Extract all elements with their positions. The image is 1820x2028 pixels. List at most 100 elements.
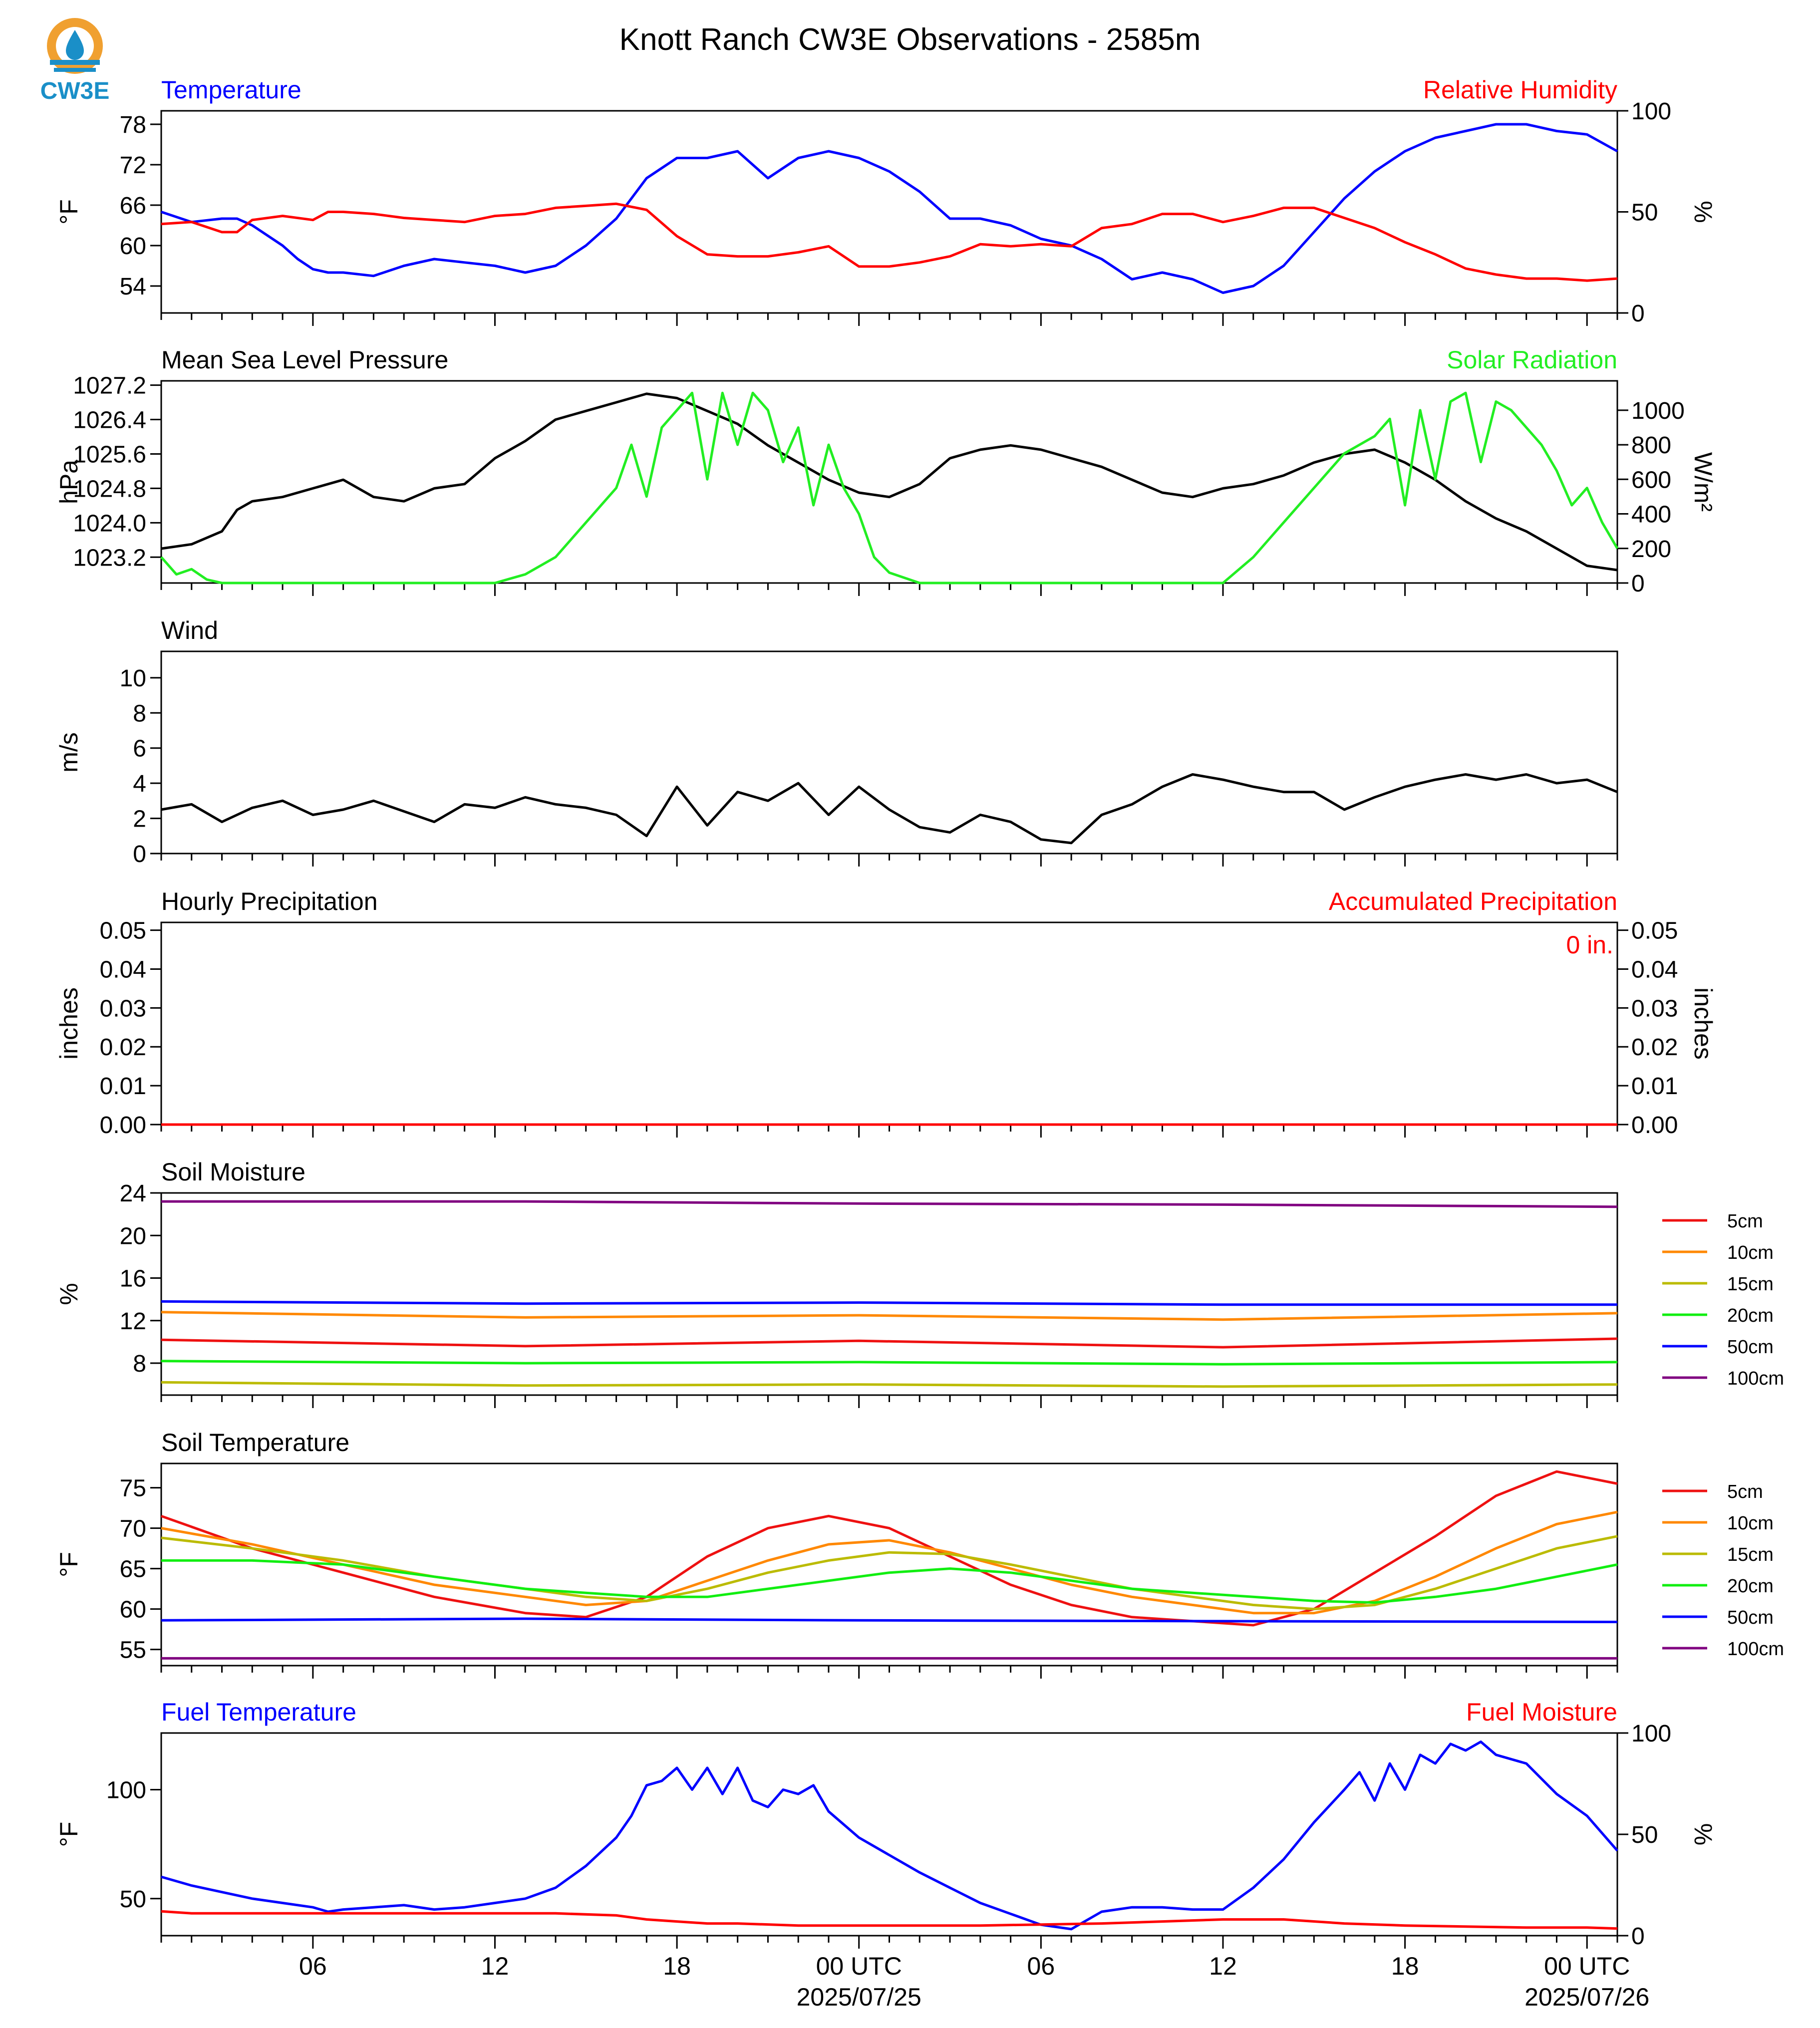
panel-title-left: Mean Sea Level Pressure xyxy=(161,346,448,374)
y-tick-label: 60 xyxy=(120,233,146,260)
figure-title: Knott Ranch CW3E Observations - 2585m xyxy=(619,22,1201,57)
x-tick-label: 18 xyxy=(663,1952,691,1980)
y-tick-label: 72 xyxy=(120,152,146,179)
panel-title-right: Relative Humidity xyxy=(1423,76,1617,104)
y-tick-label: 8 xyxy=(133,700,146,727)
series-line xyxy=(161,1311,1618,1321)
panels: Temperature Relative Humidity7872666054°F… xyxy=(55,76,1784,1950)
y-tick-label: 75 xyxy=(120,1475,146,1502)
legend-label: 15cm xyxy=(1727,1544,1774,1565)
legend-label: 50cm xyxy=(1727,1337,1774,1358)
plot-frame xyxy=(160,921,1618,1126)
y-tick-label: 1023.2 xyxy=(73,545,146,571)
y2-tick-label: 0.05 xyxy=(1631,918,1678,944)
y-tick-label: 20 xyxy=(120,1223,146,1249)
y-tick-label: 2 xyxy=(133,806,146,833)
y-tick-label: 1026.4 xyxy=(73,407,146,434)
panel-title-left: Soil Moisture xyxy=(161,1158,305,1186)
y2-tick-label: 0.01 xyxy=(1631,1073,1678,1100)
series-line xyxy=(161,392,1618,572)
y-axis-label: °F xyxy=(55,1552,83,1577)
cw3e-logo: CW3E xyxy=(40,18,109,104)
series-line xyxy=(161,773,1618,845)
panel-title-left: Temperature xyxy=(161,76,302,104)
plot-frame xyxy=(160,650,1618,855)
y-tick-label: 100 xyxy=(106,1777,146,1804)
series-line xyxy=(161,1740,1618,1931)
x-tick-label: 06 xyxy=(1027,1952,1055,1980)
y2-axis-label: % xyxy=(1689,201,1717,223)
series-line xyxy=(161,1200,1618,1208)
y2-tick-label: 100 xyxy=(1631,98,1671,125)
y2-tick-label: 0.03 xyxy=(1631,995,1678,1022)
legend-label: 10cm xyxy=(1727,1513,1774,1534)
y-axis-label: % xyxy=(55,1283,83,1305)
y-tick-label: 0.05 xyxy=(100,918,146,944)
y2-axis-label: % xyxy=(1689,1823,1717,1845)
x-date-label: 2025/07/25 xyxy=(797,1983,921,2011)
panel-soil-moisture: Soil Moisture 24 20 16 12 8% 5cm 10cm 15cm 20cm 50… xyxy=(55,1158,1784,1408)
y-tick-label: 78 xyxy=(120,112,146,138)
y-tick-label: 0 xyxy=(133,841,146,868)
series-line xyxy=(161,1470,1618,1627)
y-tick-label: 16 xyxy=(120,1266,146,1292)
panel-title-left: Fuel Temperature xyxy=(161,1698,356,1726)
panel-title-left: Wind xyxy=(161,616,218,644)
series-line xyxy=(161,1910,1618,1930)
legend-label: 100cm xyxy=(1727,1639,1784,1660)
y-tick-label: 0.02 xyxy=(100,1034,146,1061)
y-tick-label: 0.00 xyxy=(100,1112,146,1139)
logo-drop-icon xyxy=(66,30,84,60)
panel-annotation: 0 in. xyxy=(1566,931,1613,959)
y2-tick-label: 100 xyxy=(1631,1721,1671,1747)
panel-precipitation: Hourly Precipitation Accumulated Precipit… xyxy=(55,887,1717,1139)
y2-tick-label: 0.00 xyxy=(1631,1112,1678,1139)
series-line xyxy=(161,1300,1617,1306)
y-tick-label: 0.04 xyxy=(100,956,146,983)
y-tick-label: 24 xyxy=(120,1180,146,1207)
series-line xyxy=(161,1337,1618,1349)
plot-frame xyxy=(160,380,1618,584)
series-line xyxy=(160,391,1619,584)
y-axis-label: inches xyxy=(55,987,83,1060)
y-axis-label: m/s xyxy=(55,732,83,773)
series-line xyxy=(161,1559,1618,1604)
y-tick-label: 12 xyxy=(120,1308,146,1335)
series-line xyxy=(161,202,1618,282)
legend-label: 5cm xyxy=(1727,1211,1763,1232)
legend-label: 20cm xyxy=(1727,1305,1774,1326)
x-tick-label: 06 xyxy=(299,1952,327,1980)
panel-soil-temperature: Soil Temperature 75 70 65 60 55 °F 5cm 10cm 15cm 2… xyxy=(55,1429,1784,1679)
legend-label: 50cm xyxy=(1727,1607,1774,1628)
y-tick-label: 10 xyxy=(120,665,146,692)
panel-title-left: Hourly Precipitation xyxy=(161,887,378,915)
y2-tick-label: 50 xyxy=(1631,1822,1658,1848)
legend-label: 15cm xyxy=(1727,1274,1774,1295)
y2-tick-label: 600 xyxy=(1631,467,1671,493)
y-tick-label: 0.03 xyxy=(100,995,146,1022)
panel-title-right: Solar Radiation xyxy=(1447,346,1617,374)
y-tick-label: 55 xyxy=(120,1637,146,1664)
y-axis-label: °F xyxy=(55,1822,83,1847)
legend-label: 20cm xyxy=(1727,1576,1774,1597)
panel-pressure-solar: Mean Sea Level Pressure Solar Radiation 10… xyxy=(55,346,1717,597)
y2-tick-label: 0 xyxy=(1631,1923,1645,1950)
y2-tick-label: 0 xyxy=(1631,300,1645,327)
y-axis-label: °F xyxy=(55,199,83,225)
y-tick-label: 1024.0 xyxy=(73,510,146,537)
y-tick-label: 1027.2 xyxy=(73,373,146,399)
y2-tick-label: 1000 xyxy=(1631,398,1685,424)
x-tick-label: 00 UTC xyxy=(816,1952,902,1980)
plot-frame xyxy=(160,1192,1618,1396)
y-tick-label: 8 xyxy=(133,1351,146,1377)
series-line xyxy=(161,1617,1618,1623)
y-axis-label: hPa xyxy=(55,460,83,504)
series-line xyxy=(161,123,1618,294)
legend-label: 5cm xyxy=(1727,1481,1763,1502)
y2-tick-label: 200 xyxy=(1631,536,1671,563)
y2-tick-label: 0.04 xyxy=(1631,956,1678,983)
panel-title-left: Soil Temperature xyxy=(161,1429,349,1456)
x-tick-label: 00 UTC xyxy=(1544,1952,1630,1980)
plot-frame xyxy=(160,1732,1618,1937)
